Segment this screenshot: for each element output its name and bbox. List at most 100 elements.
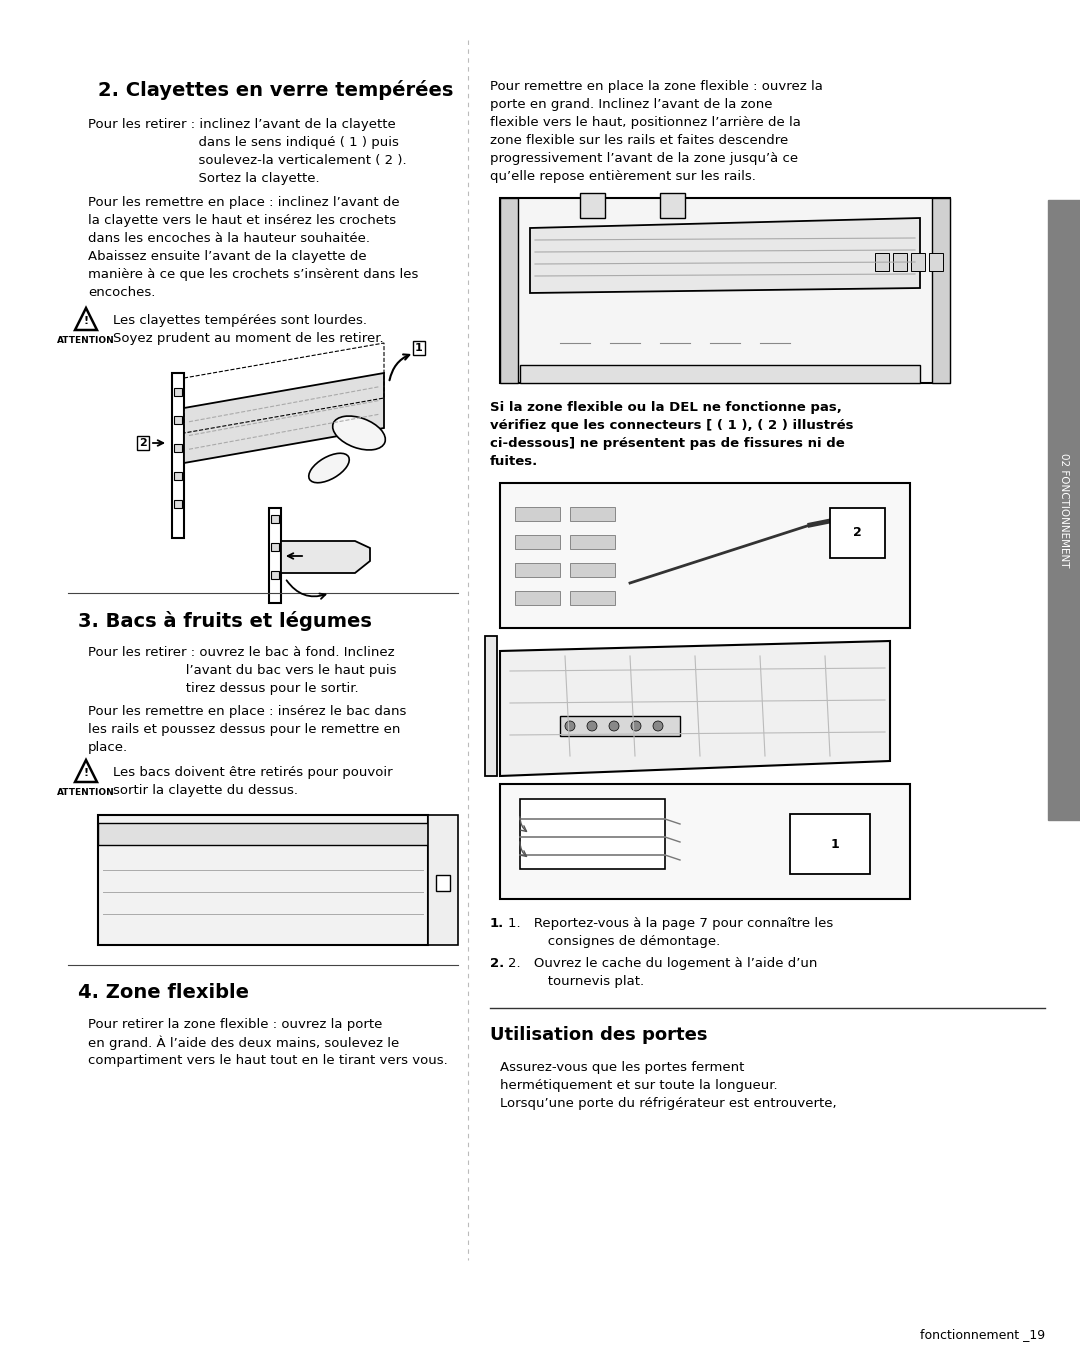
Text: 2. Ouvrez le cache du logement à l’aide d’un: 2. Ouvrez le cache du logement à l’aide … xyxy=(508,956,818,970)
Bar xyxy=(519,366,920,383)
Bar xyxy=(174,444,183,452)
Text: Les clayettes tempérées sont lourdes.: Les clayettes tempérées sont lourdes. xyxy=(113,314,367,326)
Text: Assurez-vous que les portes ferment: Assurez-vous que les portes ferment xyxy=(500,1062,744,1074)
Text: 2.: 2. xyxy=(490,956,504,970)
Text: 2: 2 xyxy=(139,438,147,448)
Text: 3. Bacs à fruits et légumes: 3. Bacs à fruits et légumes xyxy=(78,611,372,631)
Text: 2. Clayettes en verre tempérées: 2. Clayettes en verre tempérées xyxy=(98,80,454,100)
Text: 2: 2 xyxy=(852,526,862,540)
Bar xyxy=(515,563,561,577)
Bar xyxy=(174,415,183,424)
Text: Pour remettre en place la zone flexible : ouvrez la: Pour remettre en place la zone flexible … xyxy=(490,80,823,93)
Bar xyxy=(561,716,680,737)
Text: encoches.: encoches. xyxy=(87,286,156,299)
Text: Pour les retirer : ouvrez le bac à fond. Inclinez: Pour les retirer : ouvrez le bac à fond.… xyxy=(87,646,394,660)
Polygon shape xyxy=(281,541,370,573)
Text: 1: 1 xyxy=(831,838,839,850)
Text: l’avant du bac vers le haut puis: l’avant du bac vers le haut puis xyxy=(87,664,396,677)
Text: place.: place. xyxy=(87,741,129,754)
Bar xyxy=(929,254,943,271)
Text: qu’elle repose entièrement sur les rails.: qu’elle repose entièrement sur les rails… xyxy=(490,170,756,183)
Polygon shape xyxy=(184,374,384,463)
Text: progressivement l’avant de la zone jusqu’à ce: progressivement l’avant de la zone jusqu… xyxy=(490,152,798,165)
Bar xyxy=(172,374,184,538)
Bar xyxy=(271,571,279,579)
Bar xyxy=(519,799,665,869)
Bar xyxy=(500,483,910,629)
Text: Pour retirer la zone flexible : ouvrez la porte: Pour retirer la zone flexible : ouvrez l… xyxy=(87,1018,382,1031)
Bar xyxy=(570,507,615,521)
Text: Pour les remettre en place : inclinez l’avant de: Pour les remettre en place : inclinez l’… xyxy=(87,196,400,209)
Polygon shape xyxy=(530,219,920,293)
Text: fuites.: fuites. xyxy=(490,455,538,468)
Text: en grand. À l’aide des deux mains, soulevez le: en grand. À l’aide des deux mains, soule… xyxy=(87,1036,400,1051)
Text: Pour les remettre en place : insérez le bac dans: Pour les remettre en place : insérez le … xyxy=(87,706,406,718)
Bar xyxy=(831,509,885,558)
Text: hermétiquement et sur toute la longueur.: hermétiquement et sur toute la longueur. xyxy=(500,1079,778,1091)
Text: fonctionnement _19: fonctionnement _19 xyxy=(920,1327,1045,1341)
Text: !: ! xyxy=(83,316,89,326)
Bar xyxy=(174,500,183,509)
Bar xyxy=(893,254,907,271)
Text: ci-dessous] ne présentent pas de fissures ni de: ci-dessous] ne présentent pas de fissure… xyxy=(490,437,845,451)
Text: soulevez-la verticalement ( 2 ).: soulevez-la verticalement ( 2 ). xyxy=(87,154,407,167)
Ellipse shape xyxy=(309,453,349,483)
Bar xyxy=(500,784,910,898)
Text: Sortez la clayette.: Sortez la clayette. xyxy=(87,173,320,185)
Bar xyxy=(875,254,889,271)
Text: consignes de démontage.: consignes de démontage. xyxy=(508,935,720,948)
Bar xyxy=(436,876,450,890)
Circle shape xyxy=(631,720,642,731)
Polygon shape xyxy=(500,641,890,776)
Text: 1. Reportez-vous à la page 7 pour connaître les: 1. Reportez-vous à la page 7 pour connaî… xyxy=(508,917,834,929)
Text: 1.: 1. xyxy=(490,917,504,929)
Text: Abaissez ensuite l’avant de la clayette de: Abaissez ensuite l’avant de la clayette … xyxy=(87,250,366,263)
Text: zone flexible sur les rails et faites descendre: zone flexible sur les rails et faites de… xyxy=(490,134,788,147)
Bar xyxy=(174,389,183,397)
Bar xyxy=(660,193,685,219)
Text: manière à ce que les crochets s’insèrent dans les: manière à ce que les crochets s’insèrent… xyxy=(87,268,418,281)
Circle shape xyxy=(588,720,597,731)
Text: Les bacs doivent être retirés pour pouvoir: Les bacs doivent être retirés pour pouvo… xyxy=(113,766,393,778)
Bar xyxy=(271,515,279,523)
Text: compartiment vers le haut tout en le tirant vers vous.: compartiment vers le haut tout en le tir… xyxy=(87,1054,448,1067)
Text: 02 FONCTIONNEMENT: 02 FONCTIONNEMENT xyxy=(1059,453,1069,567)
Text: 1: 1 xyxy=(415,343,423,353)
Bar xyxy=(570,536,615,549)
Bar xyxy=(570,591,615,604)
Text: !: ! xyxy=(83,768,89,778)
Text: dans les encoches à la hauteur souhaitée.: dans les encoches à la hauteur souhaitée… xyxy=(87,232,370,246)
Bar xyxy=(174,472,183,480)
Circle shape xyxy=(653,720,663,731)
Bar xyxy=(580,193,605,219)
Text: sortir la clayette du dessus.: sortir la clayette du dessus. xyxy=(113,784,298,797)
Text: ATTENTION: ATTENTION xyxy=(57,336,114,345)
Bar xyxy=(515,536,561,549)
Bar xyxy=(271,544,279,550)
Bar xyxy=(515,591,561,604)
Text: flexible vers le haut, positionnez l’arrière de la: flexible vers le haut, positionnez l’arr… xyxy=(490,116,801,130)
Bar xyxy=(912,254,924,271)
Bar xyxy=(570,563,615,577)
Ellipse shape xyxy=(333,415,386,451)
Text: Pour les retirer : inclinez l’avant de la clayette: Pour les retirer : inclinez l’avant de l… xyxy=(87,117,395,131)
Bar xyxy=(98,823,428,844)
Text: vérifiez que les connecteurs [ ( 1 ), ( 2 ) illustrés: vérifiez que les connecteurs [ ( 1 ), ( … xyxy=(490,420,853,432)
Text: Si la zone flexible ou la DEL ne fonctionne pas,: Si la zone flexible ou la DEL ne fonctio… xyxy=(490,401,842,414)
Text: tirez dessus pour le sortir.: tirez dessus pour le sortir. xyxy=(87,683,359,695)
Bar xyxy=(789,813,870,874)
Bar xyxy=(500,198,518,383)
Text: la clayette vers le haut et insérez les crochets: la clayette vers le haut et insérez les … xyxy=(87,214,396,227)
Bar xyxy=(500,198,950,383)
Bar xyxy=(1048,200,1080,820)
Bar xyxy=(932,198,950,383)
Text: dans le sens indiqué ( 1 ) puis: dans le sens indiqué ( 1 ) puis xyxy=(87,136,399,148)
Text: Utilisation des portes: Utilisation des portes xyxy=(490,1027,707,1044)
Bar xyxy=(428,815,458,946)
Text: tournevis plat.: tournevis plat. xyxy=(508,975,644,987)
Circle shape xyxy=(565,720,575,731)
Text: Soyez prudent au moment de les retirer.: Soyez prudent au moment de les retirer. xyxy=(113,332,383,345)
Bar xyxy=(98,815,428,946)
Circle shape xyxy=(609,720,619,731)
Text: les rails et poussez dessus pour le remettre en: les rails et poussez dessus pour le reme… xyxy=(87,723,401,737)
